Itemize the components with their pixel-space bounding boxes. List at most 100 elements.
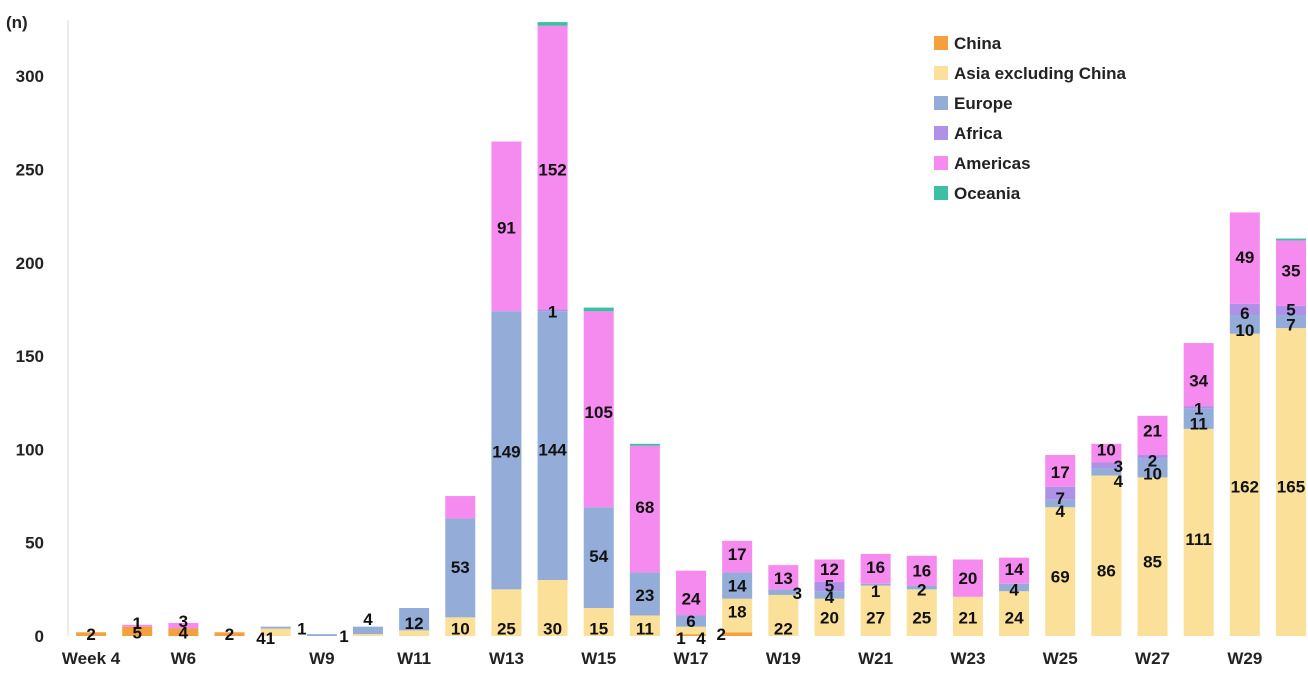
y-axis-unit-label: (n) [6, 13, 28, 32]
data-label: 20 [820, 608, 839, 627]
data-label: 165 [1277, 478, 1305, 497]
data-label: 3 [1114, 457, 1123, 476]
data-label: 1 [676, 629, 685, 648]
bar-segment [445, 496, 475, 518]
x-tick-label: Week 4 [62, 649, 121, 668]
x-tick-label: W6 [171, 649, 197, 668]
data-label: 91 [497, 218, 516, 237]
data-label: 1 [297, 620, 306, 639]
bar-segment [1276, 239, 1306, 241]
bar-segment [307, 634, 337, 636]
legend-label: Europe [954, 94, 1013, 113]
x-tick-label: W21 [858, 649, 893, 668]
data-label: 2 [1148, 452, 1157, 471]
bar-segment [630, 444, 660, 446]
x-tick-label: W29 [1227, 649, 1262, 668]
x-tick-label: W13 [489, 649, 524, 668]
x-tick-label: W9 [309, 649, 335, 668]
data-label: 111 [1185, 530, 1212, 549]
data-label: 7 [1055, 489, 1064, 508]
bar-segment [722, 632, 752, 636]
data-label: 25 [912, 608, 931, 627]
data-label: 2 [225, 625, 234, 644]
y-tick-label: 50 [25, 534, 44, 553]
data-label: 17 [728, 545, 747, 564]
data-label: 21 [958, 608, 977, 627]
data-label: 68 [635, 498, 654, 517]
data-label: 21 [1143, 422, 1162, 441]
data-label: 24 [1005, 608, 1024, 627]
data-label: 20 [958, 569, 977, 588]
y-tick-label: 100 [16, 440, 44, 459]
data-label: 1 [339, 627, 348, 646]
data-label: 3 [179, 612, 188, 631]
data-label: 17 [1051, 463, 1070, 482]
data-label: 5 [1286, 300, 1295, 319]
data-label: 2 [917, 580, 926, 599]
legend-label: Oceania [954, 184, 1021, 203]
data-label: 69 [1051, 567, 1070, 586]
legend-label: China [954, 34, 1002, 53]
data-label: 15 [589, 620, 608, 639]
data-label: 53 [451, 558, 470, 577]
data-label: 24 [682, 590, 701, 609]
data-label: 30 [543, 620, 562, 639]
bar-segment [584, 308, 614, 312]
data-label: 1 [1194, 399, 1203, 418]
x-tick-label: W23 [950, 649, 985, 668]
data-label: 12 [405, 614, 424, 633]
data-label: 152 [538, 161, 566, 180]
data-label: 3 [793, 584, 802, 603]
data-label: 6 [686, 612, 695, 631]
data-label: 11 [636, 620, 654, 639]
data-label: 4 [1009, 580, 1019, 599]
x-tick-label: W25 [1043, 649, 1078, 668]
data-label: 149 [492, 442, 520, 461]
x-tick-label: W27 [1135, 649, 1170, 668]
legend-label: Americas [954, 154, 1031, 173]
data-label: 27 [866, 608, 885, 627]
data-label: 105 [585, 403, 613, 422]
data-label: 1 [548, 302, 557, 321]
data-label: 14 [728, 577, 747, 596]
x-tick-label: W17 [674, 649, 709, 668]
data-label: 10 [1097, 440, 1116, 459]
data-label: 144 [538, 440, 567, 459]
data-label: 16 [866, 558, 885, 577]
data-label: 1 [132, 614, 141, 633]
data-label: 4 [363, 610, 373, 629]
data-label: 16 [912, 562, 931, 581]
x-axis-ticks: Week 4 W6 W9 W11 W13 W15 W17 W19 W21 W23 W25 W27 W29… [62, 649, 1308, 668]
legend-swatch [934, 36, 948, 50]
data-label: 22 [774, 620, 793, 639]
bars-group [76, 22, 1308, 636]
bar-segment [1091, 476, 1121, 636]
data-label: 1 [871, 582, 880, 601]
data-label: 2 [716, 625, 725, 644]
data-label: 10 [1235, 321, 1254, 340]
data-label: 5 [825, 577, 834, 596]
data-label: 12 [820, 560, 839, 579]
data-label: 162 [1231, 478, 1259, 497]
data-label: 10 [451, 620, 470, 639]
data-label: 54 [589, 547, 608, 566]
data-label: 13 [774, 569, 793, 588]
data-label: 25 [497, 620, 516, 639]
data-label: 86 [1097, 562, 1116, 581]
data-label: 35 [1282, 261, 1301, 280]
y-tick-label: 250 [16, 161, 44, 180]
y-tick-label: 200 [16, 254, 44, 273]
x-tick-label: W15 [581, 649, 616, 668]
data-label: 85 [1143, 552, 1162, 571]
data-label: 23 [635, 586, 654, 605]
data-label: 18 [728, 603, 747, 622]
data-label: 34 [1189, 371, 1208, 390]
legend-label: Africa [954, 124, 1003, 143]
y-axis-ticks: 0 50 100 150 200 250 300 [16, 67, 44, 646]
data-label: 6 [1240, 304, 1249, 323]
legend-swatch [934, 186, 948, 200]
y-tick-label: 0 [35, 627, 44, 646]
legend: China Asia excluding China Europe Africa Ame… [934, 34, 1126, 203]
